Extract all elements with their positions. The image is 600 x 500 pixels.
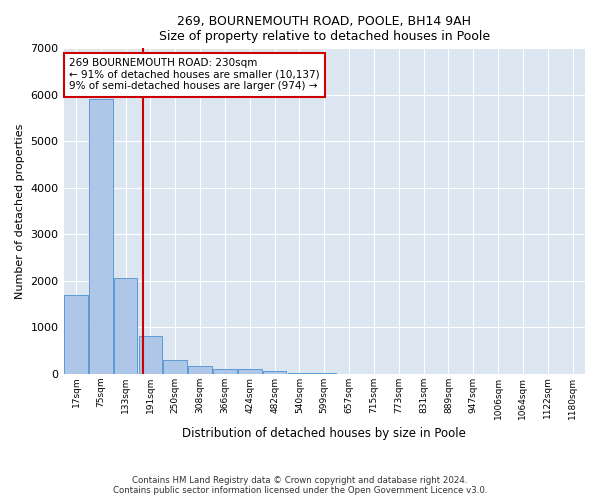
Title: 269, BOURNEMOUTH ROAD, POOLE, BH14 9AH
Size of property relative to detached hou: 269, BOURNEMOUTH ROAD, POOLE, BH14 9AH S… [159,15,490,43]
Bar [163,360,187,374]
Bar [213,368,237,374]
Text: Contains HM Land Registry data © Crown copyright and database right 2024.
Contai: Contains HM Land Registry data © Crown c… [113,476,487,495]
Bar [188,366,212,374]
Y-axis label: Number of detached properties: Number of detached properties [15,124,25,298]
Bar [64,294,88,374]
Bar [89,100,113,374]
Bar [139,336,162,374]
Bar [114,278,137,374]
Bar [238,370,262,374]
X-axis label: Distribution of detached houses by size in Poole: Distribution of detached houses by size … [182,427,466,440]
Text: 269 BOURNEMOUTH ROAD: 230sqm
← 91% of detached houses are smaller (10,137)
9% of: 269 BOURNEMOUTH ROAD: 230sqm ← 91% of de… [69,58,319,92]
Bar [263,371,286,374]
